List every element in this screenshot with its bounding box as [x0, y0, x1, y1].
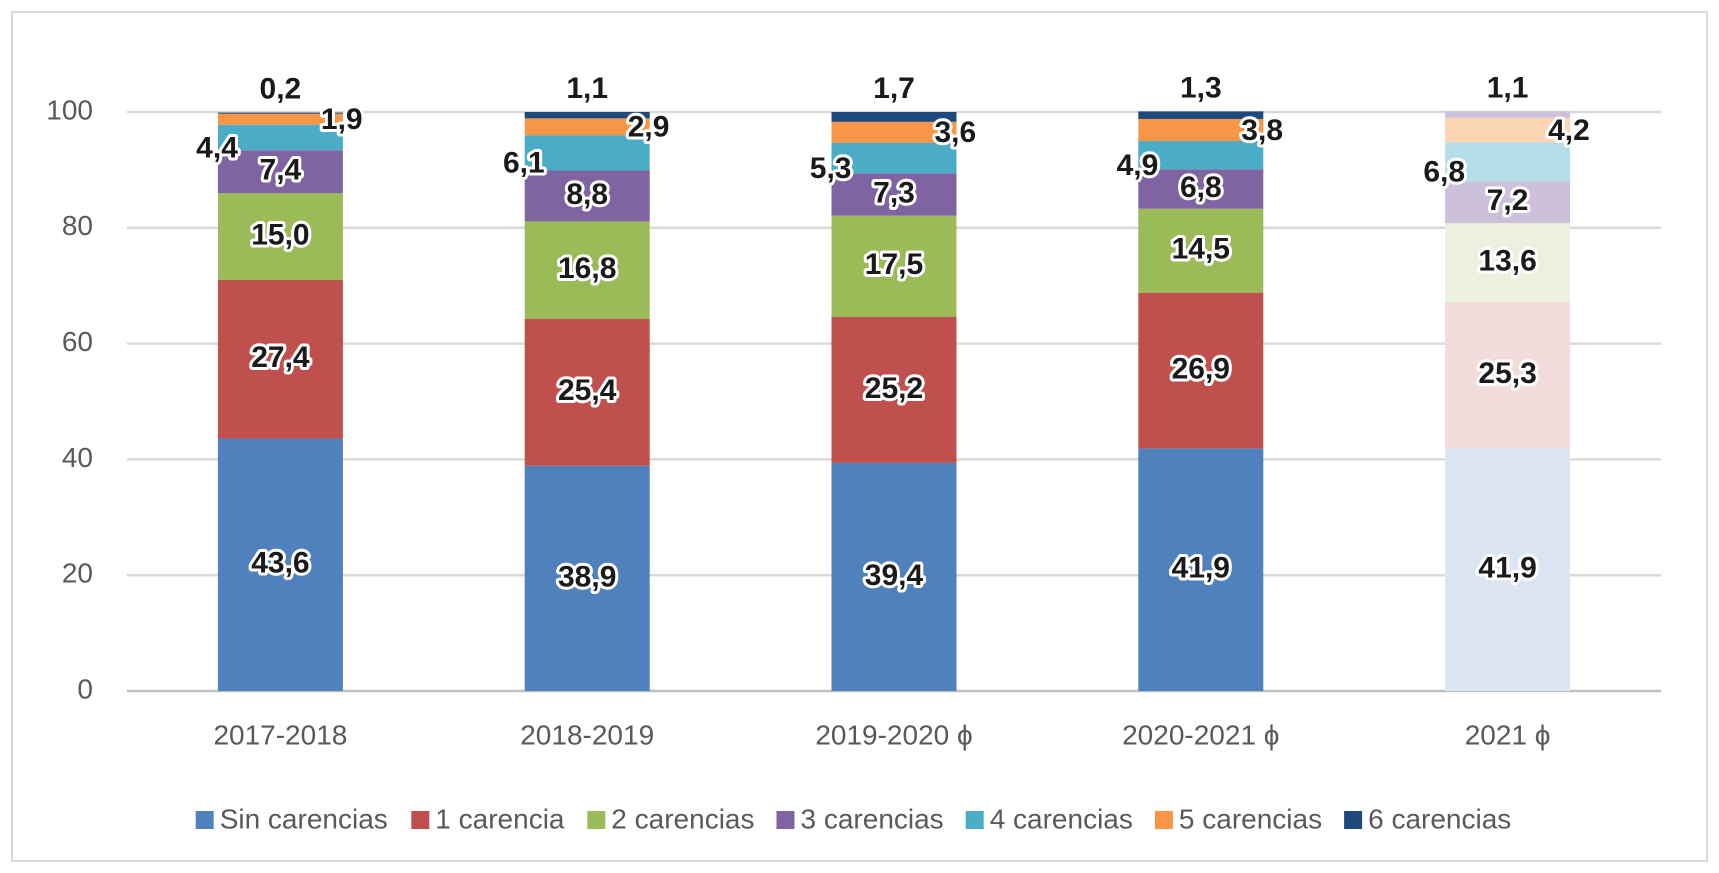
data-label: 1,1 — [1487, 71, 1529, 104]
data-label: 3,6 — [935, 116, 977, 149]
bar-segment — [524, 135, 650, 171]
bar-segment — [524, 465, 650, 691]
y-tick-label: 40 — [62, 442, 93, 473]
data-label: 39,4 — [865, 559, 924, 592]
data-label: 16,8 — [558, 252, 616, 285]
bar-segment — [831, 316, 957, 463]
bar-segment — [1138, 111, 1264, 119]
data-label: 7,3 — [873, 176, 915, 209]
y-tick-label: 20 — [62, 558, 93, 589]
legend-label: 3 carencias — [801, 803, 944, 834]
y-tick-label: 80 — [62, 210, 93, 241]
data-label: 1,7 — [873, 72, 915, 105]
data-label: 6,8 — [1423, 156, 1465, 189]
bar-segment — [831, 142, 957, 174]
bar-segment — [217, 438, 343, 691]
legend-label: 6 carencias — [1368, 803, 1511, 834]
data-label: 1,9 — [321, 103, 363, 136]
legend-swatch — [1344, 811, 1363, 829]
bar-segment — [831, 462, 957, 691]
bar-segment — [524, 170, 650, 222]
data-label: 1,3 — [1180, 71, 1222, 104]
y-tick-label: 60 — [62, 326, 93, 357]
legend-label: 1 carencia — [435, 803, 565, 834]
bar-segment — [524, 221, 650, 319]
data-label: 13,6 — [1478, 244, 1536, 277]
data-label: 1,1 — [566, 72, 608, 105]
bar-segment — [1445, 301, 1571, 449]
legend-label: 5 carencias — [1179, 803, 1322, 834]
x-tick-label: 2021 ϕ — [1465, 719, 1551, 750]
data-label: 4,2 — [1548, 114, 1590, 147]
bar-segment — [1445, 111, 1571, 118]
x-tick-label: 2017-2018 — [213, 719, 347, 750]
bar-segment — [524, 118, 650, 136]
bar-segment — [217, 279, 343, 439]
bar-segment — [1138, 292, 1264, 449]
data-label: 25,3 — [1478, 357, 1536, 390]
legend-label: Sin carencias — [220, 803, 388, 834]
data-label: 4,9 — [1117, 149, 1159, 182]
legend-swatch — [776, 811, 795, 829]
data-label: 7,2 — [1487, 184, 1529, 217]
bar-segment — [1138, 448, 1264, 691]
data-label: 3,8 — [1241, 114, 1283, 147]
data-label: 7,4 — [260, 154, 302, 187]
data-label: 27,4 — [251, 341, 310, 374]
legend-swatch — [1154, 811, 1173, 829]
x-tick-label: 2019-2020 ϕ — [815, 719, 972, 750]
y-tick-label: 100 — [46, 94, 93, 125]
bar-segment — [1445, 142, 1571, 182]
data-label: 25,4 — [558, 374, 617, 407]
bar-segment — [1445, 448, 1571, 691]
y-tick-label: 0 — [77, 673, 93, 704]
bar-segment — [1445, 181, 1571, 224]
x-tick-label: 2018-2019 — [520, 719, 654, 750]
bar-segment — [217, 124, 343, 151]
legend-swatch — [965, 811, 984, 829]
data-label: 14,5 — [1172, 233, 1230, 266]
bar-segment — [524, 112, 650, 119]
data-label: 2,9 — [628, 111, 670, 144]
data-label: 6,8 — [1180, 171, 1222, 204]
bar-segment — [217, 193, 343, 280]
bar-segment — [217, 150, 343, 194]
data-label: 8,8 — [566, 178, 608, 211]
bar-segment — [831, 121, 957, 143]
legend-swatch — [587, 811, 606, 829]
data-label: 43,6 — [251, 547, 309, 580]
bar-segment — [831, 173, 957, 216]
bar-segment — [1138, 140, 1264, 170]
bar-segment — [1445, 117, 1571, 143]
data-label: 6,1 — [503, 147, 545, 180]
bar-segment — [1445, 223, 1571, 302]
bar-segment — [1138, 208, 1264, 293]
bar-segment — [217, 113, 343, 125]
bar-segment — [1138, 169, 1264, 209]
legend-swatch — [411, 811, 430, 829]
data-label: 15,0 — [251, 218, 309, 251]
bar-segment — [831, 215, 957, 317]
data-label: 26,9 — [1172, 352, 1230, 385]
data-label: 17,5 — [865, 248, 923, 281]
data-label: 41,9 — [1478, 552, 1536, 585]
legend-swatch — [195, 811, 214, 829]
bar-segment — [831, 112, 957, 122]
bar-segment — [217, 112, 343, 114]
data-label: 4,4 — [196, 131, 238, 164]
x-tick-label: 2020-2021 ϕ — [1122, 719, 1279, 750]
data-label: 41,9 — [1172, 552, 1230, 585]
data-label: 25,2 — [865, 372, 923, 405]
data-label: 0,2 — [260, 73, 302, 106]
bar-segment — [1138, 118, 1264, 141]
legend-label: 2 carencias — [611, 803, 754, 834]
data-label: 38,9 — [558, 560, 616, 593]
data-label: 5,3 — [810, 152, 852, 185]
bar-segment — [524, 318, 650, 466]
legend-label: 4 carencias — [990, 803, 1133, 834]
